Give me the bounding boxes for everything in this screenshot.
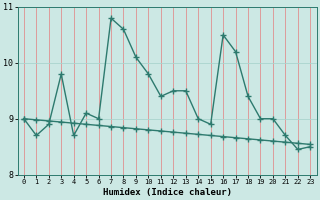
- X-axis label: Humidex (Indice chaleur): Humidex (Indice chaleur): [103, 188, 232, 197]
